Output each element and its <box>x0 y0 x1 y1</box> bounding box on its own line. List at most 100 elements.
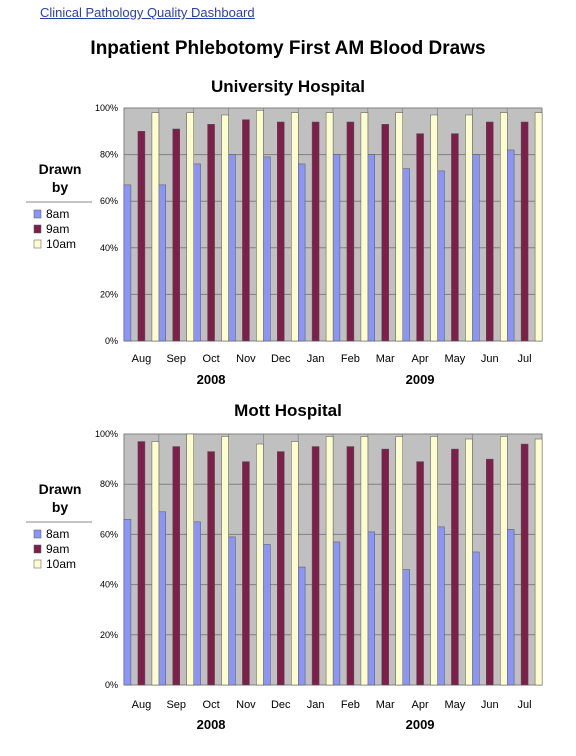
bar-9am <box>381 124 389 342</box>
bar-10am <box>325 112 334 342</box>
x-tick-label: Feb <box>341 699 360 711</box>
y-tick-label: 20% <box>100 630 118 640</box>
bar-9am <box>207 124 215 342</box>
bar-10am <box>534 438 543 686</box>
bar-10am <box>221 114 229 342</box>
bar-10am <box>221 436 229 686</box>
y-tick-label: 40% <box>100 243 118 253</box>
bar-9am <box>207 451 215 686</box>
bar-10am <box>430 436 438 686</box>
legend-label-9am: 9am <box>46 222 69 236</box>
bar-10am <box>465 114 473 342</box>
x-tick-label: Oct <box>203 353 220 365</box>
x-tick-label: Aug <box>132 353 152 365</box>
bar-10am <box>395 112 403 342</box>
bar-9am <box>451 448 459 686</box>
bar-8am <box>123 519 132 686</box>
x-tick-label: Aug <box>132 699 152 711</box>
x-tick-label: Jan <box>307 353 325 365</box>
bar-10am <box>291 112 299 342</box>
bar-9am <box>416 461 424 686</box>
x-tick-label: Nov <box>236 353 256 365</box>
bar-9am <box>311 121 320 342</box>
bar-9am <box>242 119 250 342</box>
x-tick-label: Nov <box>236 699 256 711</box>
dashboard-link[interactable]: Clinical Pathology Quality Dashboard <box>40 5 255 20</box>
bar-9am <box>277 121 285 342</box>
bar-9am <box>486 458 494 686</box>
bar-10am <box>151 441 160 686</box>
bar-9am <box>277 451 285 686</box>
legend-title: Drawn <box>39 161 82 177</box>
bar-9am <box>137 131 146 342</box>
y-tick-label: 0% <box>105 336 118 346</box>
university-hospital-chart: University Hospital 0% 20% 40% 60% 80% 100% Aug… <box>26 77 543 387</box>
x-tick-label: Mar <box>376 353 395 365</box>
legend-swatch-9am <box>33 544 42 554</box>
bar-8am <box>506 529 515 686</box>
bar-8am <box>228 536 236 686</box>
legend-label-10am: 10am <box>46 237 76 251</box>
y-tick-label: 60% <box>100 529 118 539</box>
bar-8am <box>506 149 515 342</box>
bar-8am <box>193 163 201 342</box>
bar-9am <box>172 128 180 342</box>
bar-8am <box>437 526 445 686</box>
legend-title: by <box>52 179 69 195</box>
bar-9am <box>346 121 355 342</box>
bar-10am <box>256 443 264 686</box>
bar-8am <box>472 154 480 342</box>
bar-9am <box>520 121 529 342</box>
x-tick-label: Mar <box>376 699 395 711</box>
y-tick-label: 80% <box>100 479 118 489</box>
bar-9am <box>172 446 180 686</box>
bar-8am <box>228 154 236 342</box>
year-label: 2009 <box>406 717 435 732</box>
bar-9am <box>520 443 529 686</box>
x-tick-label: Jun <box>481 353 499 365</box>
legend-title: Drawn <box>39 481 82 497</box>
year-label: 2008 <box>197 717 226 732</box>
y-tick-label: 100% <box>95 429 118 439</box>
x-tick-label: Dec <box>271 699 291 711</box>
bar-10am <box>360 436 369 686</box>
legend-label-8am: 8am <box>46 207 69 221</box>
legend-swatch-10am <box>33 239 42 249</box>
bar-8am <box>123 184 132 342</box>
bar-9am <box>346 446 355 686</box>
mott-hospital-chart: Mott Hospital 0% 20% 40% 60% 80% 100% Aug Sep Oct… <box>26 401 543 732</box>
x-tick-label: Apr <box>412 699 429 711</box>
bar-8am <box>158 184 166 342</box>
bar-10am <box>534 112 543 342</box>
bar-8am <box>367 531 375 686</box>
bar-10am <box>500 112 508 342</box>
legend-label-8am: 8am <box>46 527 69 541</box>
chart-title: University Hospital <box>211 77 365 96</box>
year-label: 2008 <box>197 372 226 387</box>
bar-9am <box>486 121 494 342</box>
bar-8am <box>263 544 271 686</box>
legend-swatch-10am <box>33 559 42 569</box>
y-tick-label: 100% <box>95 103 118 113</box>
x-tick-label: Oct <box>203 699 220 711</box>
bar-10am <box>291 441 299 686</box>
bar-8am <box>263 156 271 342</box>
bar-10am <box>186 433 194 686</box>
x-tick-label: Apr <box>412 353 429 365</box>
bar-8am <box>193 521 201 686</box>
legend-swatch-8am <box>33 529 42 539</box>
bar-8am <box>437 170 445 342</box>
bar-9am <box>381 448 389 686</box>
bar-10am <box>360 112 369 342</box>
x-tick-label: Jul <box>518 353 532 365</box>
legend-swatch-8am <box>33 209 42 219</box>
y-tick-label: 20% <box>100 289 118 299</box>
bar-8am <box>367 154 375 342</box>
bar-10am <box>151 112 160 342</box>
bar-8am <box>402 168 410 342</box>
page-title: Inpatient Phlebotomy First AM Blood Draw… <box>90 38 486 59</box>
bar-10am <box>256 110 264 342</box>
x-tick-label: Feb <box>341 353 360 365</box>
y-tick-label: 0% <box>105 680 118 690</box>
x-tick-label: Sep <box>166 353 186 365</box>
